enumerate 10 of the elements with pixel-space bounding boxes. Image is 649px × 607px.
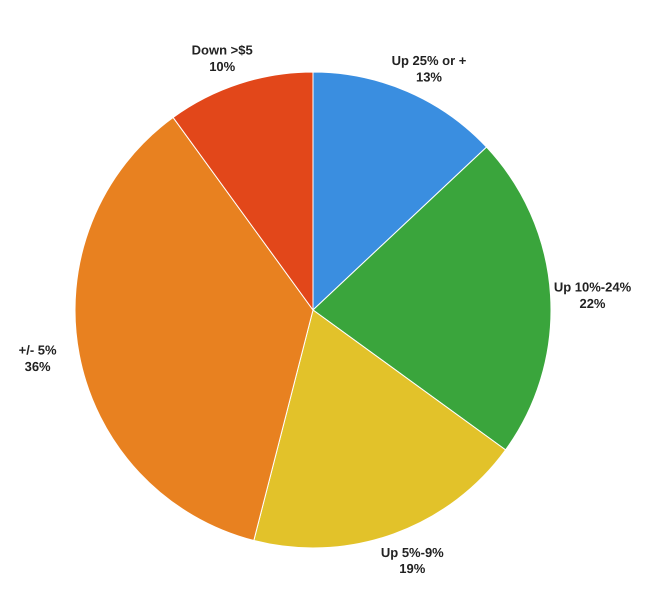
slice-label: Up 5%-9% [380,544,444,560]
data-label: 13% [416,69,442,84]
data-label: 22% [579,296,606,311]
slice-label: +/- 5% [18,342,58,358]
slice-label: Up 10%-24% [554,280,632,295]
data-label: 19% [399,561,426,576]
data-label: 10% [209,58,236,74]
slice-label: Up 25% or + [392,53,467,68]
data-label: 36% [24,358,52,374]
slice-label: Down >$5 [192,42,253,58]
